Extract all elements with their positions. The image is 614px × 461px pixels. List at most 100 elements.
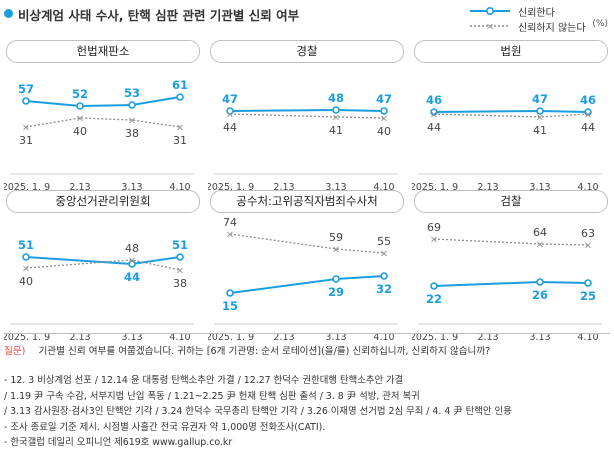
- footnotes: - 12. 3 비상계엄 선포 / 12.14 윤 대통령 탄핵소추안 가결 /…: [4, 373, 610, 451]
- trust-data-label: 48: [328, 91, 344, 105]
- trust-data-label: 51: [18, 238, 34, 252]
- svg-text:×: ×: [486, 22, 494, 32]
- distrust-point: ×: [176, 266, 184, 277]
- trust-series-line: [433, 109, 589, 113]
- trust-series-line: [433, 280, 589, 287]
- distrust-series-line: [229, 233, 385, 254]
- chart-panel: 검찰 22 26 25 × 69 × 64 × 63 2025. 1. 9 2.13 3.13 4.10: [412, 190, 608, 348]
- distrust-point: ×: [380, 114, 388, 125]
- distrust-series-line: [229, 113, 385, 119]
- trust-point: [22, 97, 30, 105]
- x-tick-label: 3.13: [325, 182, 346, 193]
- trust-point: [128, 101, 136, 109]
- distrust-data-label: 38: [125, 127, 139, 140]
- distrust-point: ×: [380, 249, 388, 260]
- x-tick-label: 4.10: [169, 182, 190, 193]
- distrust-series-line: [25, 117, 181, 128]
- x-tick-label: 2025. 1. 9: [208, 332, 254, 343]
- x-tick-label: 2025. 1. 9: [412, 332, 458, 343]
- distrust-point: ×: [430, 235, 438, 246]
- note-line: - 12. 3 비상계엄 선포 / 12.14 윤 대통령 탄핵소추안 가결 /…: [4, 375, 404, 386]
- distrust-data-label: 41: [329, 124, 343, 137]
- distrust-data-label: 63: [581, 227, 595, 240]
- trust-data-label: 15: [222, 299, 238, 313]
- x-tick-label: 4.10: [577, 182, 598, 193]
- legend-item-distrust: × 신뢰하지 않는다 (%): [468, 19, 608, 34]
- x-tick-label: 2025. 1. 9: [208, 182, 254, 193]
- x-tick-label: 3.13: [325, 332, 346, 343]
- chart-panel: 법원 46 47 46 × 44 × 41 × 44 2025. 1. 9 2.13 3.13 4.10: [412, 40, 608, 198]
- legend-item-trust: 신뢰한다: [468, 4, 608, 19]
- trust-point: [176, 253, 184, 261]
- trust-point: [176, 93, 184, 101]
- trust-data-label: 25: [580, 289, 596, 303]
- distrust-point: ×: [430, 110, 438, 121]
- trust-series-line: [229, 275, 385, 294]
- distrust-series-line: [433, 238, 589, 246]
- trust-point: [430, 282, 438, 290]
- x-tick-label: 4.10: [577, 332, 598, 343]
- distrust-point: ×: [226, 230, 234, 241]
- x-tick-label: 2.13: [69, 182, 90, 193]
- note-line: - 한국갤럽 데일리 오피니언 제619호 www.gallup.co.kr: [4, 437, 233, 449]
- distrust-data-label: 64: [533, 226, 547, 239]
- x-tick-label: 2025. 1. 9: [4, 332, 50, 343]
- x-tick-label: 2.13: [273, 182, 294, 193]
- x-tick-label: 3.13: [121, 332, 142, 343]
- distrust-point: ×: [584, 241, 592, 252]
- legend-unit: (%): [592, 19, 608, 29]
- survey-question: 질문) 기관별 신뢰 여부를 여쭙겠습니다. 귀하는 [6개 기관명: 순서 로…: [4, 343, 610, 357]
- chart-title: 공수처:고위공직자범죄수사처: [210, 190, 404, 213]
- distrust-point: ×: [76, 114, 84, 125]
- x-tick-label: 2025. 1. 9: [4, 182, 50, 193]
- x-tick-label: 3.13: [529, 332, 550, 343]
- trust-series-line: [229, 108, 385, 112]
- distrust-point: ×: [332, 113, 340, 124]
- x-tick-label: 2.13: [273, 332, 294, 343]
- note-line: / 1.19 尹 구속 수감, 서부지법 난입 폭동 / 1.21~2.25 尹…: [4, 390, 420, 402]
- trust-data-label: 47: [376, 92, 392, 106]
- x-tick-label: 2025. 1. 9: [412, 182, 458, 193]
- legend-distrust-label: 신뢰하지 않는다: [518, 23, 586, 34]
- x-tick-label: 4.10: [373, 182, 394, 193]
- trust-point: [584, 279, 592, 287]
- distrust-data-label: 31: [19, 134, 33, 147]
- page-title: 비상계엄 사태 수사, 탄핵 심판 관련 기관별 신뢰 여부: [18, 8, 300, 23]
- trust-point: [22, 253, 30, 261]
- distrust-point: ×: [536, 113, 544, 124]
- distrust-data-label: 38: [173, 277, 187, 290]
- trust-data-label: 44: [124, 270, 140, 284]
- trust-data-label: 47: [222, 92, 238, 106]
- distrust-data-label: 74: [223, 216, 237, 229]
- trust-data-label: 61: [172, 78, 188, 92]
- distrust-series-line: [433, 113, 589, 118]
- question-text: 기관별 신뢰 여부를 여쭙겠습니다. 귀하는 [6개 기관명: 순서 로테이션]…: [38, 346, 491, 357]
- legend: 신뢰한다 × 신뢰하지 않는다 (%): [468, 4, 608, 34]
- trust-point: [226, 289, 234, 297]
- trust-series-line: [25, 96, 181, 108]
- distrust-point: ×: [584, 110, 592, 121]
- legend-trust-marker-icon: [470, 6, 510, 16]
- distrust-data-label: 41: [533, 124, 547, 137]
- trust-data-label: 52: [72, 87, 88, 101]
- distrust-data-label: 40: [377, 125, 391, 138]
- chart-panel: 중앙선거관리위원회 51 44 51 × 40 × 48 × 38 2025. 1. 9 2.13 3.…: [4, 190, 200, 348]
- chart-panel: 경찰 47 48 47 × 44 × 41 × 40 2025. 1. 9 2.13 3.13 4.10: [208, 40, 404, 198]
- distrust-data-label: 69: [427, 221, 441, 234]
- distrust-data-label: 48: [125, 242, 139, 255]
- x-tick-label: 4.10: [373, 332, 394, 343]
- trust-point: [536, 107, 544, 115]
- distrust-point: ×: [128, 116, 136, 127]
- trust-data-label: 29: [328, 285, 344, 299]
- distrust-data-label: 40: [73, 125, 87, 138]
- legend-distrust-marker-icon: ×: [470, 22, 510, 32]
- trust-point: [536, 278, 544, 286]
- trust-data-label: 22: [426, 292, 442, 306]
- distrust-point: ×: [22, 123, 30, 134]
- trust-data-label: 46: [580, 93, 596, 107]
